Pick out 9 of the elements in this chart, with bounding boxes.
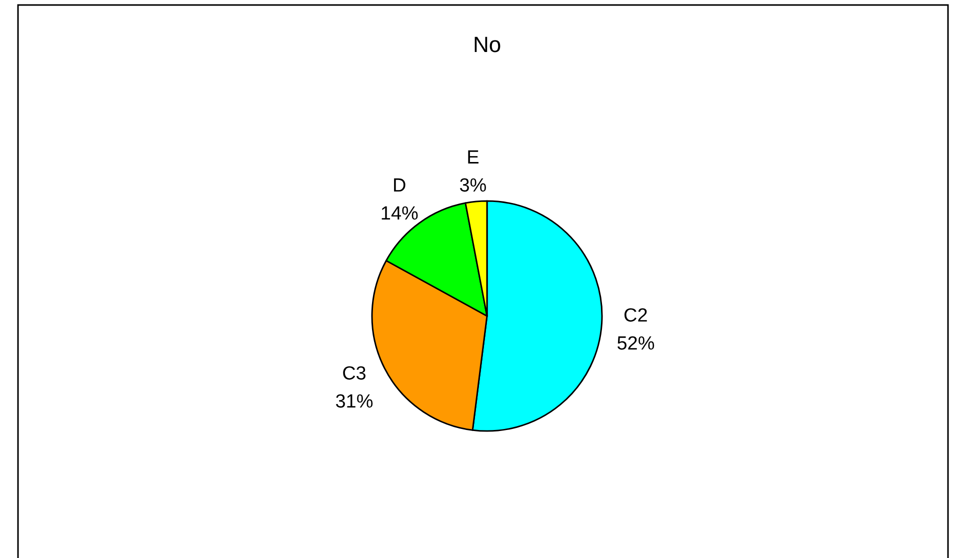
slice-label: D (392, 175, 406, 196)
chart-title: No (472, 32, 502, 57)
slice-label: C3 (342, 364, 366, 385)
data-label: 31% (335, 392, 374, 413)
slice-label: C2 (624, 305, 648, 326)
data-label: 52% (616, 333, 655, 354)
data-label: 3% (459, 176, 487, 197)
slice-label: E (466, 148, 480, 169)
data-label: 14% (380, 203, 419, 224)
